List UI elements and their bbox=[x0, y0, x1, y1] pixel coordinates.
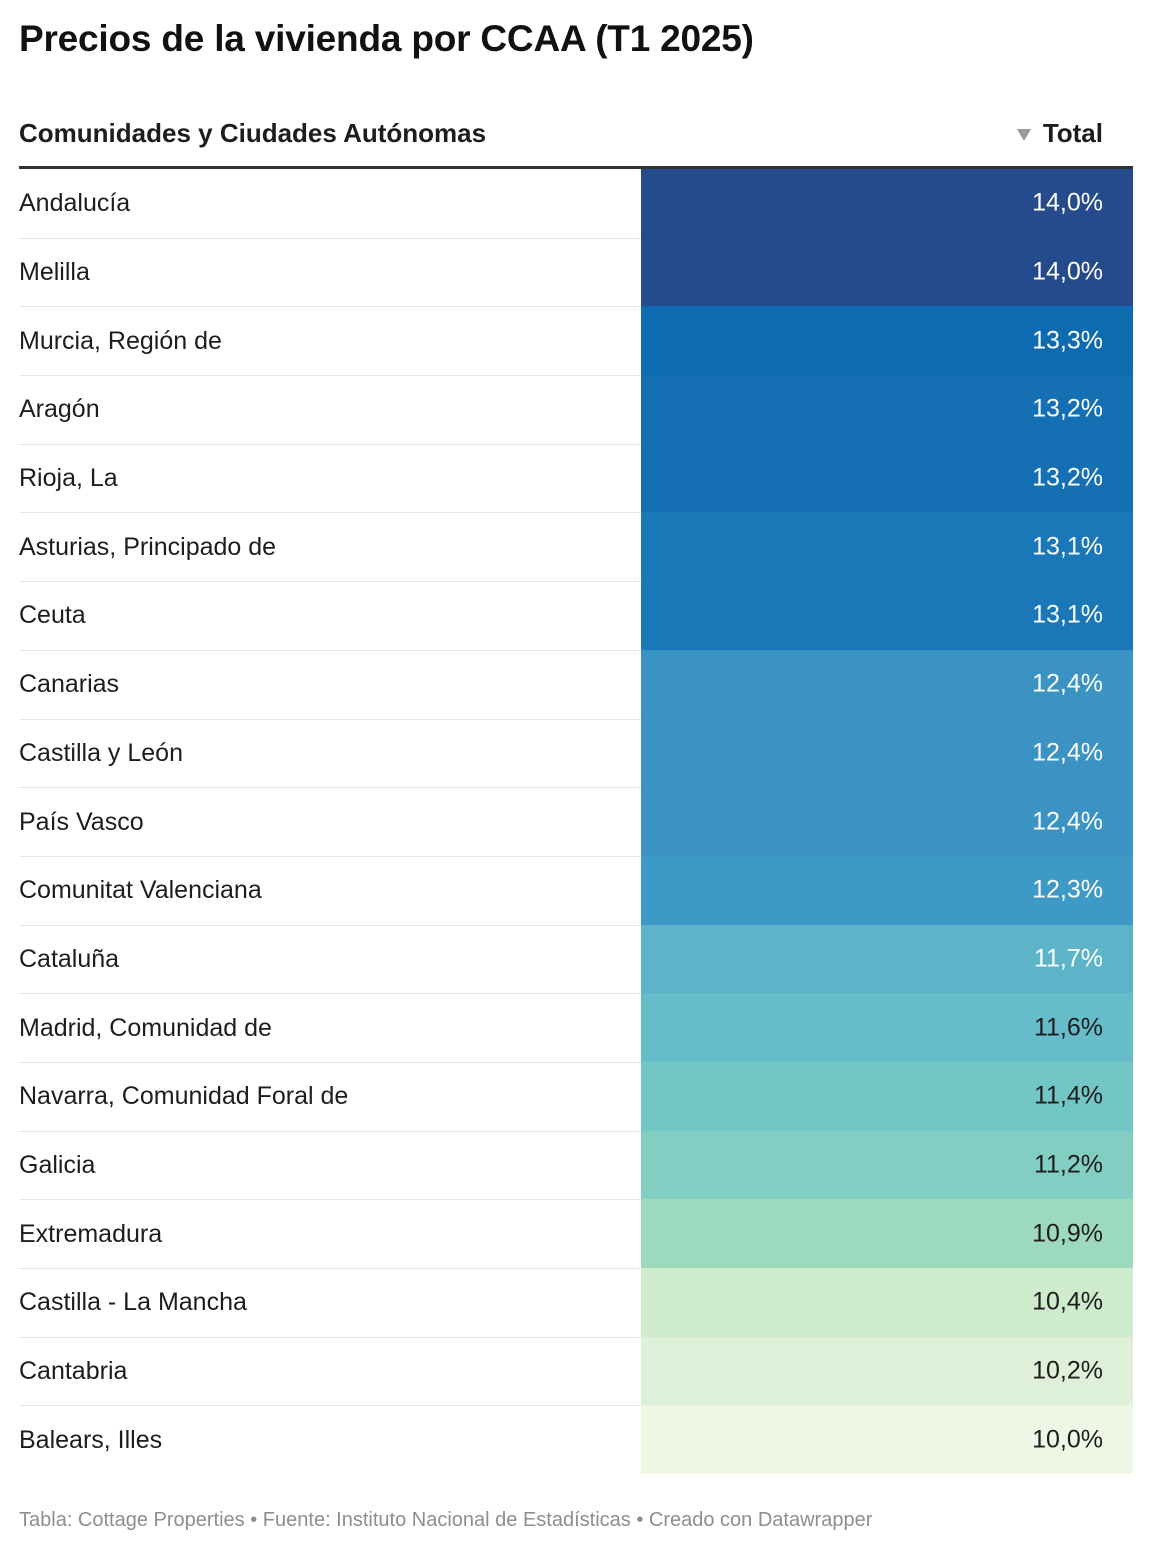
row-label: Aragón bbox=[19, 395, 100, 424]
row-value: 13,2% bbox=[1032, 463, 1103, 492]
row-label: Cataluña bbox=[19, 944, 120, 973]
table-row: Rioja, La 13,2% bbox=[19, 443, 1133, 513]
heat-cell: 11,2% bbox=[641, 1130, 1133, 1200]
table-row: Andalucía 14,0% bbox=[19, 169, 1133, 238]
row-value: 12,3% bbox=[1032, 875, 1103, 904]
data-table: Comunidades y Ciudades Autónomas Total A… bbox=[19, 100, 1133, 1475]
row-value: 12,4% bbox=[1032, 807, 1103, 836]
row-label: Galicia bbox=[19, 1150, 96, 1179]
row-label: Madrid, Comunidad de bbox=[19, 1013, 272, 1042]
row-label: Melilla bbox=[19, 258, 90, 287]
footer-credits: Tabla: Cottage Properties • Fuente: Inst… bbox=[19, 1509, 873, 1531]
table-row: Navarra, Comunidad Foral de 11,4% bbox=[19, 1061, 1133, 1131]
heat-cell: 10,4% bbox=[641, 1268, 1133, 1337]
table-row: Extremadura 10,9% bbox=[19, 1199, 1133, 1268]
heat-cell: 13,3% bbox=[641, 306, 1133, 376]
column-header-total-label: Total bbox=[1042, 118, 1103, 148]
table-row: Murcia, Región de 13,3% bbox=[19, 306, 1133, 376]
row-value: 12,4% bbox=[1032, 669, 1103, 698]
heat-cell: 13,1% bbox=[641, 512, 1133, 582]
row-value: 14,0% bbox=[1032, 188, 1103, 217]
row-value: 13,1% bbox=[1032, 600, 1103, 629]
column-header-total[interactable]: Total bbox=[1016, 118, 1103, 149]
row-value: 13,1% bbox=[1032, 532, 1103, 561]
row-label: Asturias, Principado de bbox=[19, 532, 277, 561]
row-value: 10,2% bbox=[1032, 1356, 1103, 1385]
row-value: 11,7% bbox=[1033, 944, 1103, 973]
table-header: Comunidades y Ciudades Autónomas Total bbox=[19, 100, 1133, 169]
row-label: Murcia, Región de bbox=[19, 326, 222, 355]
sort-descending-icon[interactable] bbox=[1016, 128, 1031, 141]
column-header-region[interactable]: Comunidades y Ciudades Autónomas bbox=[19, 118, 487, 148]
heat-cell: 11,4% bbox=[641, 1061, 1133, 1131]
heat-cell: 12,3% bbox=[641, 855, 1133, 925]
row-label: Rioja, La bbox=[19, 464, 118, 493]
heat-cell: 12,4% bbox=[641, 787, 1133, 856]
heat-cell: 11,6% bbox=[641, 993, 1133, 1062]
row-label: Castilla - La Mancha bbox=[19, 1288, 247, 1317]
heat-cell: 11,7% bbox=[641, 924, 1133, 994]
row-value: 11,4% bbox=[1033, 1081, 1103, 1110]
row-label: Canarias bbox=[19, 670, 120, 699]
table-row: Asturias, Principado de 13,1% bbox=[19, 512, 1133, 582]
table-row: Ceuta 13,1% bbox=[19, 581, 1133, 650]
row-label: Extremadura bbox=[19, 1219, 163, 1248]
row-value: 11,6% bbox=[1033, 1013, 1103, 1042]
table-row: Aragón 13,2% bbox=[19, 375, 1133, 444]
page-title: Precios de la vivienda por CCAA (T1 2025… bbox=[19, 18, 754, 59]
table-row: Castilla y León 12,4% bbox=[19, 718, 1133, 788]
row-value: 10,0% bbox=[1032, 1425, 1103, 1454]
table-row: País Vasco 12,4% bbox=[19, 787, 1133, 856]
heat-cell: 14,0% bbox=[641, 169, 1133, 238]
row-value: 10,9% bbox=[1032, 1219, 1103, 1248]
table-row: Cataluña 11,7% bbox=[19, 924, 1133, 994]
table-row: Melilla 14,0% bbox=[19, 237, 1133, 307]
heat-cell: 13,2% bbox=[641, 443, 1133, 513]
heat-cell: 10,2% bbox=[641, 1336, 1133, 1406]
row-value: 12,4% bbox=[1032, 738, 1103, 767]
row-label: País Vasco bbox=[19, 807, 144, 836]
heat-cell: 12,4% bbox=[641, 649, 1133, 719]
row-label: Navarra, Comunidad Foral de bbox=[19, 1082, 349, 1111]
heat-cell: 13,2% bbox=[641, 375, 1133, 444]
row-label: Ceuta bbox=[19, 601, 86, 630]
row-value: 13,2% bbox=[1032, 394, 1103, 423]
table-body: Andalucía 14,0% Melilla 14,0% Murcia, Región… bbox=[19, 169, 1133, 1475]
row-label: Balears, Illes bbox=[19, 1425, 163, 1454]
table-row: Cantabria 10,2% bbox=[19, 1336, 1133, 1406]
row-value: 14,0% bbox=[1032, 257, 1103, 286]
row-label: Andalucía bbox=[19, 188, 131, 217]
row-value: 13,3% bbox=[1032, 326, 1103, 355]
table-row: Galicia 11,2% bbox=[19, 1130, 1133, 1200]
heat-cell: 10,0% bbox=[641, 1405, 1133, 1475]
table-row: Madrid, Comunidad de 11,6% bbox=[19, 993, 1133, 1062]
heat-cell: 14,0% bbox=[641, 237, 1133, 307]
row-label: Castilla y León bbox=[19, 738, 183, 767]
table-row: Balears, Illes 10,0% bbox=[19, 1405, 1133, 1475]
heat-cell: 12,4% bbox=[641, 718, 1133, 788]
row-value: 10,4% bbox=[1032, 1287, 1103, 1316]
heat-cell: 13,1% bbox=[641, 581, 1133, 650]
row-label: Comunitat Valenciana bbox=[19, 876, 262, 905]
table-row: Canarias 12,4% bbox=[19, 649, 1133, 719]
row-value: 11,2% bbox=[1033, 1150, 1103, 1179]
table-row: Comunitat Valenciana 12,3% bbox=[19, 855, 1133, 925]
table-row: Castilla - La Mancha 10,4% bbox=[19, 1268, 1133, 1337]
heat-cell: 10,9% bbox=[641, 1199, 1133, 1268]
row-label: Cantabria bbox=[19, 1357, 128, 1386]
